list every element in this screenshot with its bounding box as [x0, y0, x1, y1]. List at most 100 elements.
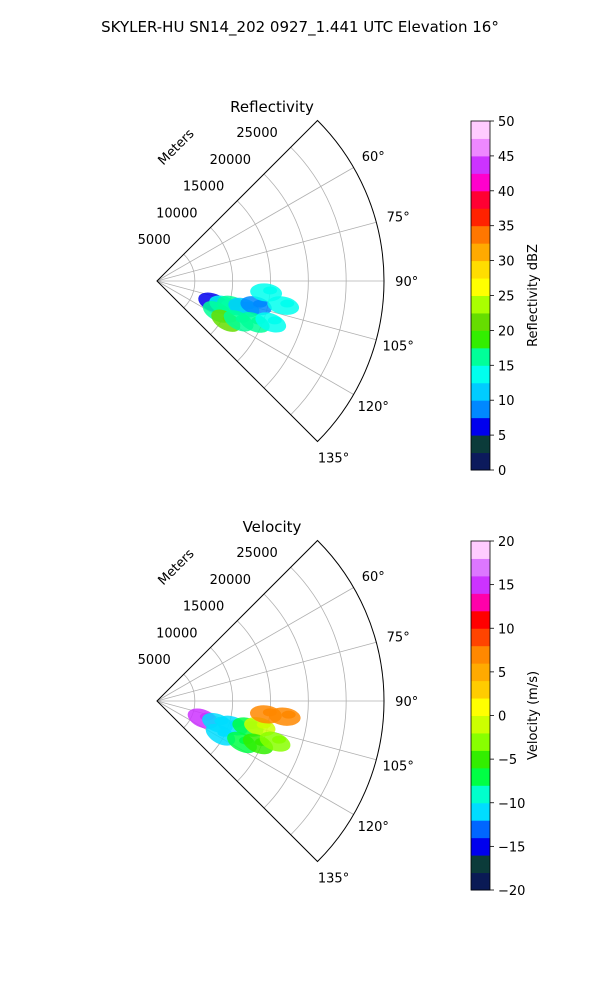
- velocity-angle-tick-label: 60°: [362, 570, 385, 585]
- velocity-colorbar-band: [471, 767, 490, 786]
- velocity-colorbar-tick-label: 5: [498, 666, 506, 681]
- reflectivity-range-tick-label: 15000: [183, 180, 224, 195]
- reflectivity-angle-tick-label: 75°: [387, 210, 410, 225]
- velocity-colorbar-band: [471, 663, 490, 682]
- velocity-colorbar-band: [471, 645, 490, 664]
- velocity-radial-gridline: [156, 587, 354, 702]
- velocity-angle-tick-label: 75°: [387, 630, 410, 645]
- velocity-range-tick-label: 5000: [138, 653, 171, 668]
- velocity-range-tick-label: 20000: [210, 573, 251, 588]
- reflectivity-colorbar-band: [471, 208, 490, 227]
- reflectivity-colorbar-tick-label: 25: [498, 290, 515, 305]
- figure-title: SKYLER-HU SN14_202 0927_1.441 UTC Elevat…: [101, 18, 499, 37]
- reflectivity-colorbar-tick-label: 30: [498, 255, 515, 270]
- velocity-colorbar-band: [471, 610, 490, 629]
- velocity-colorbar-band: [471, 750, 490, 769]
- reflectivity-colorbar-band: [471, 190, 490, 209]
- reflectivity-angle-tick-label: 90°: [395, 275, 418, 290]
- reflectivity-colorbar-tick-label: 20: [498, 324, 515, 339]
- velocity-colorbar-band: [471, 541, 490, 559]
- reflectivity-colorbar-band: [471, 155, 490, 174]
- velocity-colorbar-band: [471, 785, 490, 804]
- velocity-colorbar-band: [471, 820, 490, 839]
- velocity-colorbar-band: [471, 715, 490, 734]
- reflectivity-colorbar-band: [471, 260, 490, 279]
- reflectivity-colorbar-band: [471, 278, 490, 296]
- velocity-colorbar-tick-label: −15: [498, 840, 525, 855]
- velocity-colorbar-band: [471, 802, 490, 821]
- velocity-colorbar-label: Velocity (m/s): [526, 671, 541, 760]
- velocity-colorbar-band: [471, 575, 490, 594]
- reflectivity-colorbar-band: [471, 400, 490, 419]
- reflectivity-angle-tick-label: 60°: [362, 150, 385, 165]
- reflectivity-colorbar-tick-label: 35: [498, 220, 515, 235]
- velocity-colorbar-tick-label: −20: [498, 884, 525, 899]
- reflectivity-angle-tick-label: 105°: [383, 340, 414, 355]
- reflectivity-colorbar-band: [471, 295, 490, 314]
- reflectivity-colorbar-band: [471, 138, 490, 157]
- reflectivity-echo-core: [280, 299, 295, 308]
- velocity-colorbar-tick-label: 10: [498, 622, 515, 637]
- reflectivity-range-tick-label: 25000: [236, 126, 277, 141]
- reflectivity-range-tick-label: 5000: [138, 233, 171, 248]
- velocity-echo-core: [281, 710, 296, 719]
- velocity-colorbar-tick-label: −10: [498, 797, 525, 812]
- reflectivity-colorbar-band: [471, 435, 490, 454]
- velocity-colorbar-tick-label: 0: [498, 710, 506, 725]
- velocity-sector-outline: [156, 539, 385, 863]
- velocity-angle-tick-label: 120°: [358, 820, 389, 835]
- velocity-colorbar-band: [471, 698, 490, 716]
- velocity-colorbar-band: [471, 872, 490, 891]
- reflectivity-colorbar-label: Reflectivity dBZ: [526, 244, 541, 347]
- reflectivity-colorbar-tick-label: 40: [498, 185, 515, 200]
- reflectivity-title: Reflectivity: [230, 98, 314, 116]
- reflectivity-range-tick-label: 20000: [210, 153, 251, 168]
- reflectivity-colorbar-band: [471, 121, 490, 139]
- velocity-colorbar-band: [471, 855, 490, 874]
- reflectivity-echo-core: [263, 286, 278, 295]
- reflectivity-radial-gridline: [156, 167, 354, 282]
- velocity-angle-tick-label: 135°: [318, 872, 349, 887]
- reflectivity-colorbar-band: [471, 365, 490, 384]
- velocity-colorbar-tick-label: −5: [498, 753, 517, 768]
- reflectivity-colorbar-tick-label: 5: [498, 429, 506, 444]
- velocity-colorbar-tick-label: 20: [498, 535, 515, 550]
- reflectivity-panel: Reflectivity500010000150002000025000Mete…: [138, 98, 541, 479]
- reflectivity-radial-gridline: [156, 280, 354, 395]
- reflectivity-colorbar-band: [471, 417, 490, 436]
- reflectivity-angle-tick-label: 135°: [318, 452, 349, 467]
- reflectivity-colorbar-band: [471, 243, 490, 262]
- reflectivity-colorbar-tick-label: 45: [498, 150, 515, 165]
- reflectivity-echo-core: [253, 299, 268, 308]
- reflectivity-colorbar-band: [471, 312, 490, 331]
- velocity-colorbar-tick-label: 15: [498, 579, 515, 594]
- velocity-echo-core: [217, 728, 232, 737]
- velocity-colorbar-band: [471, 558, 490, 577]
- reflectivity-colorbar-tick-label: 15: [498, 359, 515, 374]
- reflectivity-colorbar-band: [471, 225, 490, 244]
- velocity-echo-core: [272, 735, 287, 744]
- reflectivity-colorbar-band: [471, 382, 490, 401]
- reflectivity-colorbar-tick-label: 0: [498, 464, 506, 479]
- reflectivity-colorbar-tick-label: 50: [498, 115, 515, 130]
- velocity-colorbar-band: [471, 593, 490, 612]
- velocity-range-tick-label: 25000: [236, 546, 277, 561]
- velocity-radial-gridline: [156, 641, 377, 702]
- reflectivity-colorbar-band: [471, 173, 490, 192]
- velocity-angle-tick-label: 105°: [383, 760, 414, 775]
- reflectivity-colorbar-band: [471, 347, 490, 366]
- reflectivity-colorbar-band: [471, 330, 490, 349]
- reflectivity-angle-tick-label: 120°: [358, 400, 389, 415]
- velocity-colorbar-band: [471, 628, 490, 647]
- velocity-title: Velocity: [243, 518, 302, 536]
- reflectivity-echo-core: [267, 316, 282, 325]
- reflectivity-radial-gridline: [156, 221, 377, 282]
- velocity-range-tick-label: 10000: [156, 626, 197, 641]
- velocity-colorbar-band: [471, 837, 490, 856]
- velocity-angle-tick-label: 90°: [395, 695, 418, 710]
- reflectivity-colorbar-band: [471, 452, 490, 471]
- reflectivity-colorbar-tick-label: 10: [498, 394, 515, 409]
